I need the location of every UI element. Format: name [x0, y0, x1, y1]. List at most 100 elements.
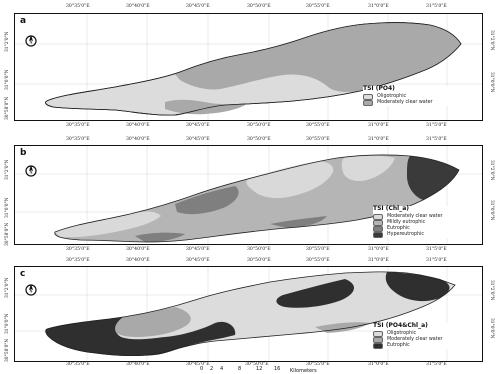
bottom-tick-label: 30°40'0"E — [126, 123, 150, 128]
legend-label: Oligotrophic — [387, 330, 417, 336]
bottom-tick-label: 31°5'0"E — [426, 362, 447, 367]
panel-label-c: c — [20, 269, 26, 279]
bottom-tick-label: 30°35'0"E — [66, 362, 90, 367]
top-tick-label: 31°5'0"E — [426, 4, 447, 9]
lake-region-moderately-clear-c — [108, 307, 191, 337]
legend-swatch — [373, 220, 383, 226]
top-tick-label: 30°55'0"E — [306, 258, 330, 263]
legend-swatch — [373, 343, 383, 349]
bottom-tick-label: 30°40'0"E — [126, 362, 150, 367]
lake-region-eutrophic-c3 — [385, 272, 450, 302]
legend-a: TSI (PO4) Oligotrophic Moderately clear … — [363, 86, 481, 106]
top-tick-label: 30°50'0"E — [247, 258, 271, 263]
legend-label: Eutrophic — [387, 225, 410, 231]
top-tick-label: 30°40'0"E — [126, 137, 150, 142]
right-lat-label: 31°2'0"N — [489, 280, 494, 301]
map-a-canvas — [15, 14, 482, 120]
top-tick-label: 30°45'0"E — [186, 258, 210, 263]
legend-swatch — [373, 226, 383, 232]
top-tick-label: 30°40'0"E — [126, 258, 150, 263]
bottom-tick-label: 31°0'0"E — [368, 247, 389, 252]
top-tick-label: 30°45'0"E — [186, 4, 210, 9]
left-lat-label: 31°0'0"N — [5, 197, 10, 218]
map-panel-a: a N TSI (PO4) Oligotrophic Moderately cl… — [14, 13, 483, 121]
bottom-tick-label: 30°45'0"E — [186, 123, 210, 128]
lake-outline-b — [54, 154, 460, 243]
right-lat-label: 31°2'0"N — [489, 160, 494, 181]
bottom-tick-label: 31°0'0"E — [368, 362, 389, 367]
legend-item: Oligotrophic — [373, 331, 481, 337]
bottom-tick-label: 30°40'0"E — [126, 247, 150, 252]
left-lat-label: 30°58'0"N — [5, 96, 10, 120]
scale-label: 4 — [220, 366, 224, 372]
top-tick-label: 31°0'0"E — [368, 258, 389, 263]
scale-label: 2 — [210, 366, 214, 372]
top-tick-label: 30°35'0"E — [66, 4, 90, 9]
lake-region-moderately-clear-b2 — [246, 161, 334, 199]
lake-region-moderately-clear-b3 — [341, 155, 395, 182]
legend-swatch — [373, 214, 383, 220]
lake-region-moderately-clear-a1 — [175, 22, 461, 92]
legend-title: TSI (PO4&Chl_a) — [373, 322, 428, 329]
legend-b: TSI (Chl_a) Moderately clear water Mildl… — [373, 206, 481, 238]
map-c-canvas — [15, 267, 482, 361]
left-lat-label: 31°2'0"N — [5, 277, 10, 298]
legend-item: Oligotrophic — [363, 94, 481, 100]
top-tick-label: 30°50'0"E — [247, 137, 271, 142]
top-tick-label: 30°35'0"E — [66, 137, 90, 142]
legend-swatch — [373, 337, 383, 343]
bottom-tick-label: 30°55'0"E — [306, 362, 330, 367]
legend-swatch — [373, 331, 383, 337]
left-lat-label: 30°58'0"N — [5, 222, 10, 246]
legend-label: Mildly eutrophic — [387, 219, 426, 225]
legend-item: Eutrophic — [373, 343, 481, 349]
lake-region-eutrophic-c2 — [276, 279, 354, 308]
top-tick-label: 31°5'0"E — [426, 137, 447, 142]
legend-swatch — [363, 94, 373, 100]
right-lat-label: 31°0'0"N — [489, 318, 494, 339]
right-lat-label: 31°0'0"N — [489, 200, 494, 221]
bottom-tick-label: 30°50'0"E — [245, 362, 269, 367]
scale-label: 0 — [200, 366, 204, 372]
legend-swatch — [363, 100, 373, 106]
bottom-tick-label: 30°45'0"E — [186, 362, 210, 367]
left-lat-label: 31°0'0"N — [5, 69, 10, 90]
legend-label: Moderately clear water — [387, 336, 443, 342]
lake-region-eutrophic-c1 — [45, 317, 236, 357]
legend-item: Moderately clear water — [373, 337, 481, 343]
right-lat-label: 31°0'0"N — [489, 72, 494, 93]
legend-label: Moderately clear water — [387, 213, 443, 219]
lake-region-moderately-clear-a2 — [165, 99, 247, 115]
bottom-tick-label: 30°35'0"E — [66, 247, 90, 252]
bottom-tick-label: 30°50'0"E — [247, 123, 271, 128]
top-tick-label: 31°5'0"E — [426, 258, 447, 263]
legend-item: Moderately clear water — [373, 214, 481, 220]
bottom-tick-label: 30°55'0"E — [306, 247, 330, 252]
bottom-tick-label: 31°5'0"E — [426, 123, 447, 128]
panel-label-b: b — [20, 148, 27, 158]
left-lat-label: 31°2'0"N — [5, 31, 10, 52]
top-tick-label: 30°55'0"E — [306, 137, 330, 142]
bottom-tick-label: 31°0'0"E — [368, 123, 389, 128]
legend-item: Moderately clear water — [363, 100, 481, 106]
legend-item: Hypereutrophic — [373, 232, 481, 238]
top-tick-label: 30°50'0"E — [247, 4, 271, 9]
scale-label: 16 — [274, 366, 281, 372]
north-arrow-icon: N — [25, 35, 37, 47]
top-tick-label: 30°35'0"E — [66, 258, 90, 263]
lake-region-eutrophic-b2 — [135, 232, 185, 242]
bottom-tick-label: 31°5'0"E — [426, 247, 447, 252]
top-tick-label: 30°40'0"E — [126, 4, 150, 9]
lake-region-eutrophic-b3 — [270, 216, 327, 228]
left-lat-label: 31°2'0"N — [5, 159, 10, 180]
map-panel-b: b N TSI (Chl_a) Moderately clear water M… — [14, 145, 483, 245]
legend-item: Eutrophic — [373, 226, 481, 232]
lake-region-hypereutrophic-b — [407, 156, 459, 200]
bottom-tick-label: 30°45'0"E — [186, 247, 210, 252]
svg-text:N: N — [30, 289, 33, 294]
top-tick-label: 30°55'0"E — [306, 4, 330, 9]
top-tick-label: 31°0'0"E — [368, 137, 389, 142]
svg-text:N: N — [30, 40, 33, 45]
left-lat-label: 30°58'0"N — [5, 338, 10, 362]
legend-label: Hypereutrophic — [387, 231, 425, 237]
